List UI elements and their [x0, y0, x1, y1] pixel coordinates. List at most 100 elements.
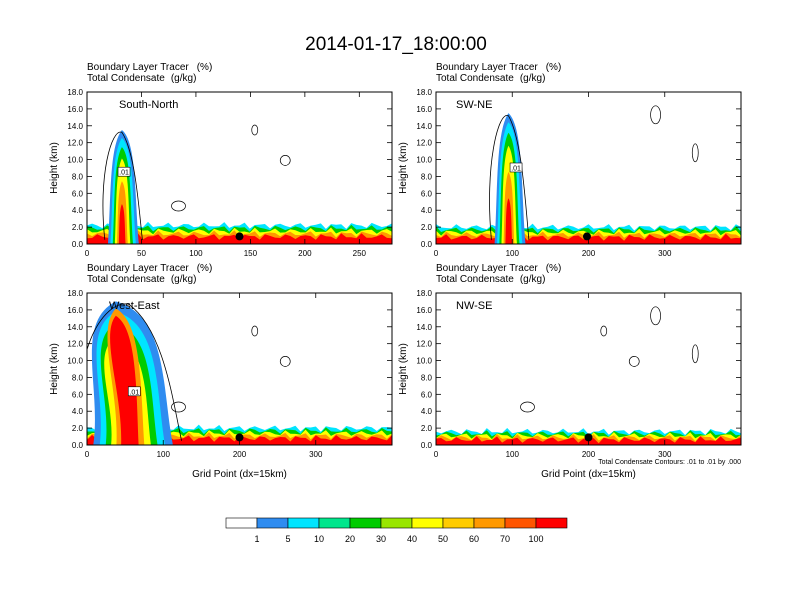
x-tick-label: 100 — [189, 249, 203, 258]
y-tick-label: 4.0 — [72, 407, 84, 416]
y-tick-label: 14.0 — [67, 323, 83, 332]
x-tick-label: 150 — [244, 249, 258, 258]
condensate-contour — [650, 306, 661, 326]
x-tick-label: 0 — [434, 249, 439, 258]
plot-frame — [435, 292, 742, 446]
condensate-contour — [171, 200, 186, 212]
y-tick-label: 18.0 — [416, 88, 432, 97]
color-bar-swatch — [380, 517, 413, 529]
y-tick-label: 0.0 — [72, 240, 84, 249]
x-tick-label: 300 — [658, 450, 672, 459]
tracer-field — [436, 105, 741, 244]
y-axis-label: Height (km) — [49, 343, 60, 395]
y-tick-label: 4.0 — [72, 206, 84, 215]
y-tick-label: 6.0 — [421, 390, 433, 399]
color-bar-label: 5 — [285, 534, 290, 544]
y-tick-label: 6.0 — [421, 189, 433, 198]
panel-sw-ne: Boundary Layer Tracer (%)Total Condensate… — [398, 62, 742, 258]
color-bar-swatch — [349, 517, 382, 529]
y-tick-label: 8.0 — [72, 373, 84, 382]
x-tick-label: 100 — [506, 249, 520, 258]
y-tick-label: 14.0 — [67, 122, 83, 131]
y-tick-label: 4.0 — [421, 206, 433, 215]
y-tick-label: 16.0 — [416, 105, 432, 114]
y-axis-label: Height (km) — [398, 142, 409, 194]
condensate-contour — [691, 344, 699, 364]
condensate-contour — [87, 303, 182, 441]
condensate-contour — [520, 401, 535, 413]
y-tick-label: 2.0 — [421, 223, 433, 232]
y-tick-label: 4.0 — [421, 407, 433, 416]
condensate-contour — [102, 131, 143, 240]
color-bar-label: 100 — [528, 534, 543, 544]
color-bar-label: 10 — [314, 534, 324, 544]
condensate-contour — [489, 115, 530, 240]
x-tick-label: 200 — [582, 450, 596, 459]
x-tick-label: 200 — [582, 249, 596, 258]
condensate-contour — [251, 124, 259, 136]
panel-label-tracer: Boundary Layer Tracer (%) — [87, 62, 212, 73]
y-tick-label: 12.0 — [416, 139, 432, 148]
panel-label-condensate: Total Condensate (g/kg) — [87, 73, 196, 84]
location-marker — [582, 232, 591, 241]
color-bar-swatch — [411, 517, 444, 529]
y-tick-label: 10.0 — [416, 357, 432, 366]
condensate-contour — [171, 401, 186, 413]
contour-label-box — [509, 162, 523, 173]
y-tick-label: 8.0 — [421, 172, 433, 181]
contour-label-box — [117, 166, 131, 177]
y-tick-label: 12.0 — [67, 139, 83, 148]
tracer-field — [87, 124, 392, 244]
plot-frame — [86, 91, 393, 245]
contour-footnote: Total Condensate Contours: .01 to .01 by… — [598, 459, 741, 466]
x-tick-label: 50 — [137, 249, 146, 258]
y-tick-label: 0.0 — [421, 240, 433, 249]
panel-south-north: Boundary Layer Tracer (%)Total Condensate… — [49, 62, 393, 258]
y-tick-label: 6.0 — [72, 189, 84, 198]
color-bar-label: 50 — [438, 534, 448, 544]
y-tick-label: 12.0 — [416, 340, 432, 349]
y-tick-label: 0.0 — [421, 441, 433, 450]
figure-title: 2014-01-17_18:00:00 — [305, 34, 487, 55]
color-bar-swatch — [504, 517, 537, 529]
color-bar-label: 70 — [500, 534, 510, 544]
y-tick-label: 8.0 — [72, 172, 84, 181]
y-tick-label: 8.0 — [421, 373, 433, 382]
condensate-contour — [650, 105, 661, 125]
condensate-contour — [279, 155, 291, 166]
y-tick-label: 18.0 — [67, 289, 83, 298]
plume-layer — [505, 198, 513, 244]
color-bar-label: 30 — [376, 534, 386, 544]
y-tick-label: 16.0 — [67, 105, 83, 114]
y-tick-label: 2.0 — [72, 424, 84, 433]
panel-label-tracer: Boundary Layer Tracer (%) — [436, 263, 561, 274]
color-bar-swatch — [256, 517, 289, 529]
y-tick-label: 0.0 — [72, 441, 84, 450]
x-tick-label: 300 — [309, 450, 323, 459]
panel-name: SW-NE — [456, 99, 492, 111]
y-axis-label: Height (km) — [49, 142, 60, 194]
condensate-contour — [279, 356, 291, 367]
panel-west-east: Boundary Layer Tracer (%)Total Condensate… — [49, 263, 393, 480]
color-bar-swatch — [225, 517, 258, 529]
y-tick-label: 16.0 — [416, 306, 432, 315]
x-tick-label: 200 — [233, 450, 247, 459]
color-bar-swatch — [473, 517, 506, 529]
y-tick-label: 2.0 — [72, 223, 84, 232]
color-bar-swatch — [442, 517, 475, 529]
y-tick-label: 10.0 — [67, 156, 83, 165]
bl-layer — [87, 233, 392, 244]
y-tick-label: 10.0 — [416, 156, 432, 165]
x-tick-label: 300 — [658, 249, 672, 258]
color-bar-label: 40 — [407, 534, 417, 544]
tracer-field — [436, 306, 741, 445]
x-tick-label: 0 — [85, 249, 90, 258]
color-bar: 1 5 10 20 30 40 50 60 70 100 — [225, 517, 568, 544]
x-tick-label: 100 — [506, 450, 520, 459]
panel-name: South-North — [119, 99, 178, 111]
plot-frame — [435, 91, 742, 245]
panel-label-tracer: Boundary Layer Tracer (%) — [436, 62, 561, 73]
contour-label-box — [127, 386, 141, 397]
x-axis-label: Grid Point (dx=15km) — [192, 469, 287, 480]
plume-layer — [118, 204, 126, 244]
